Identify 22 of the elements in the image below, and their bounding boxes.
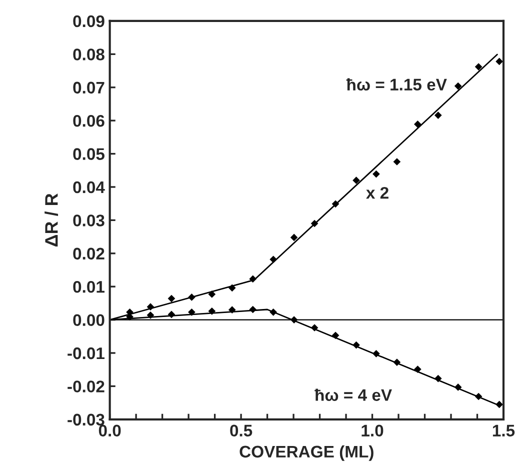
y-tick-label: 0.06 [73, 114, 104, 127]
y-tick-label: 0.01 [73, 280, 104, 293]
y-tick-label: 0.02 [73, 248, 104, 260]
annotation: x 2 [366, 186, 388, 199]
series-label: ħω = 1.15 eV [346, 78, 447, 91]
y-tick-label: 0.03 [73, 214, 104, 226]
y-tick-label: 0.05 [73, 148, 104, 160]
y-tick-label: -0.02 [68, 380, 104, 392]
x-tick-label: 1.5 [492, 424, 515, 437]
x-tick-label: 0.5 [230, 424, 252, 437]
x-tick-label: 0.0 [98, 424, 121, 437]
y-tick-label: 0.00 [73, 314, 104, 326]
y-tick-label: 0.08 [73, 48, 104, 60]
y-tick-label: 0.07 [73, 82, 104, 94]
y-tick-label: -0.01 [68, 347, 104, 360]
y-axis-title: ΔR / R [44, 194, 58, 247]
x-axis-title: COVERAGE (ML) [240, 445, 374, 461]
y-tick-label: 0.09 [73, 15, 104, 28]
y-tick-label: 0.04 [73, 181, 105, 194]
y-tick-label: -0.03 [68, 414, 104, 426]
x-tick-label: 1.0 [362, 424, 384, 437]
series-label: ħω = 4 eV [314, 388, 392, 401]
